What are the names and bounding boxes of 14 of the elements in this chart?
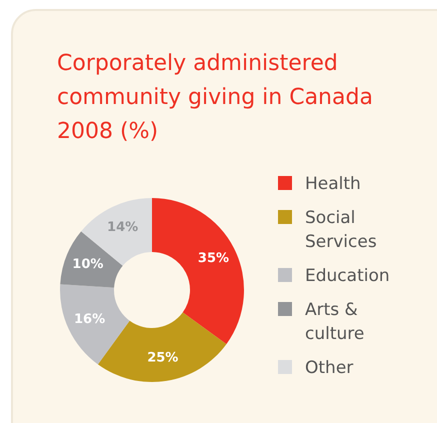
legend-label: Health (305, 174, 361, 194)
data-label: 10% (72, 257, 104, 272)
donut-slice (60, 231, 123, 288)
data-label: 16% (74, 312, 106, 327)
chart-title: Corporately administered community giving in Canada 2008 (%) (57, 51, 373, 144)
data-label: 25% (147, 350, 178, 366)
donut-slice (60, 284, 130, 364)
donut-slice (152, 198, 244, 344)
legend-label: Arts & culture (305, 300, 364, 344)
data-label: 14% (107, 220, 138, 236)
data-label: 35% (198, 251, 230, 266)
legend-label: Other (305, 358, 354, 378)
legend-label: Social Services (305, 208, 377, 252)
legend-label: Education (305, 266, 390, 286)
